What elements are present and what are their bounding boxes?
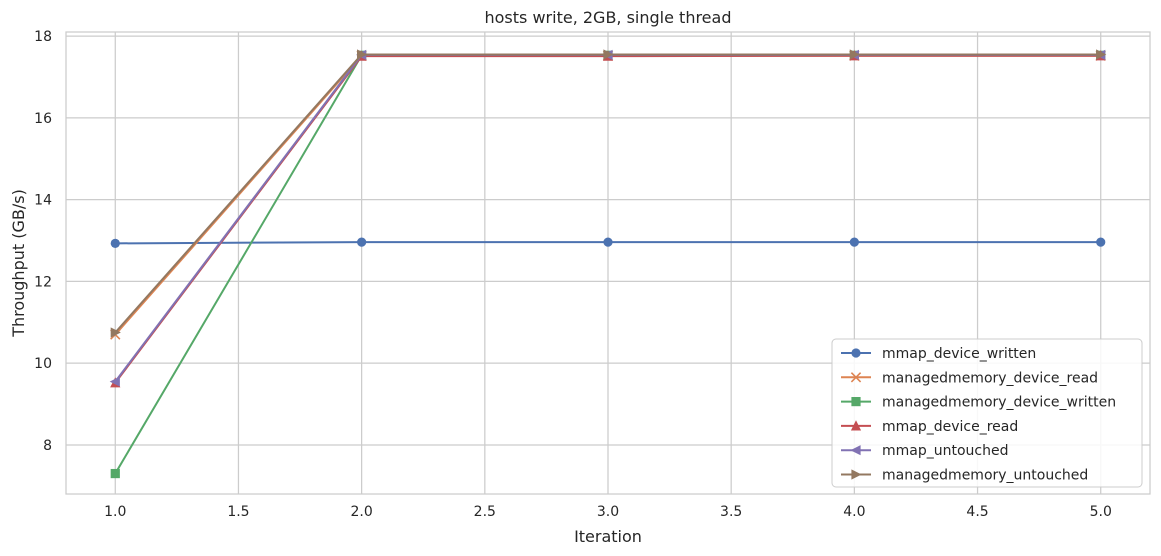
legend-item: managedmemory_device_read [841, 370, 1098, 386]
marker-stroke [850, 372, 862, 383]
legend-label: managedmemory_untouched [882, 468, 1088, 484]
y-tick-label: 12 [34, 274, 52, 290]
x-tick-label: 4.5 [966, 504, 988, 520]
legend-item: managedmemory_untouched [841, 468, 1088, 484]
data-point [110, 327, 121, 338]
series-managedmemory_untouched [110, 49, 1107, 338]
series-mmap_device_written [110, 237, 1106, 248]
x-tick-label: 5.0 [1090, 504, 1112, 520]
x-axis-ticks: 1.0 1.5 2.0 2.5 3.0 3.5 4.0 4.5 5.0 [104, 504, 1112, 520]
y-axis-label: Throughput (GB/s) [9, 189, 28, 338]
legend-label: managedmemory_device_written [882, 395, 1116, 411]
y-tick-label: 14 [34, 193, 52, 209]
data-point [1096, 49, 1107, 60]
x-tick-label: 2.0 [351, 504, 373, 520]
legend-marker [850, 445, 861, 456]
legend: mmap_device_written managedmemory_device_… [831, 338, 1143, 488]
y-tick-label: 10 [34, 356, 52, 372]
legend-marker [851, 348, 861, 358]
data-point [109, 376, 120, 387]
legend-label: mmap_untouched [882, 443, 1009, 459]
legend-item: mmap_untouched [841, 443, 1009, 459]
y-tick-label: 16 [34, 111, 52, 127]
legend-item: mmap_device_read [841, 419, 1018, 435]
x-tick-label: 2.5 [474, 504, 496, 520]
data-point [110, 468, 120, 479]
data-point [357, 49, 368, 60]
x-tick-label: 3.0 [597, 504, 619, 520]
legend-marker [851, 397, 861, 407]
data-point [603, 237, 613, 247]
data-point [357, 237, 367, 247]
legend-box [831, 338, 1143, 488]
legend-label: mmap_device_written [882, 346, 1036, 362]
x-tick-label: 1.0 [104, 504, 126, 520]
data-point [110, 238, 120, 248]
plot-area [65, 31, 1151, 495]
legend-marker [850, 420, 862, 431]
legend-marker [851, 469, 862, 480]
y-tick-label: 18 [34, 29, 52, 45]
data-point [1096, 237, 1106, 247]
data-point [849, 49, 860, 60]
series-group [109, 49, 1107, 479]
x-tick-label: 3.5 [720, 504, 742, 520]
y-axis-ticks: 8 10 12 14 16 18 [34, 29, 52, 454]
legend-label: mmap_device_read [882, 419, 1018, 435]
x-tick-label: 1.5 [227, 504, 249, 520]
x-axis-label: Iteration [574, 527, 642, 546]
x-tick-label: 4.0 [843, 504, 865, 520]
y-tick-label: 8 [43, 438, 52, 454]
legend-item: mmap_device_written [841, 346, 1036, 362]
data-point [849, 237, 859, 247]
legend-item: managedmemory_device_written [841, 395, 1116, 411]
legend-marker [850, 372, 862, 383]
data-point [603, 49, 614, 60]
legend-label: managedmemory_device_read [882, 370, 1098, 386]
chart-title: hosts write, 2GB, single thread [485, 8, 732, 27]
